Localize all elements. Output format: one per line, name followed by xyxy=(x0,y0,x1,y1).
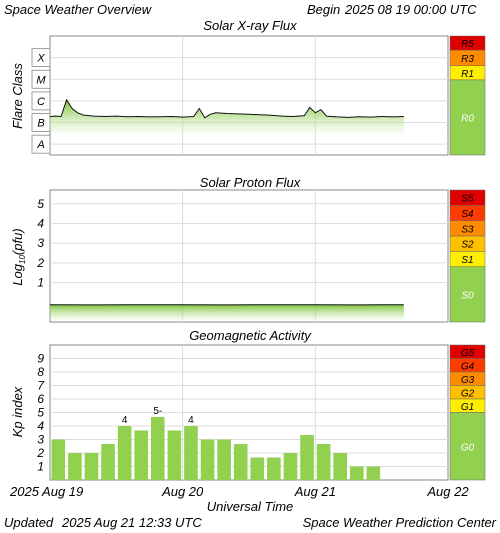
kp-bar xyxy=(333,453,347,480)
kp-y-tick-3: 3 xyxy=(37,433,44,447)
kp-bar xyxy=(101,443,115,480)
kp-bar-label: 4 xyxy=(188,415,194,426)
kp-bar xyxy=(151,416,165,480)
kp-bar-label: 4 xyxy=(122,415,128,426)
xray-class-tick-x: X xyxy=(36,53,45,65)
x-tick-label-day-2: Aug 21 xyxy=(294,484,336,499)
xray-class-box xyxy=(31,91,51,111)
kp-bar xyxy=(250,457,265,480)
kp-y-tick-7: 7 xyxy=(37,379,45,393)
kp-y-tick-8: 8 xyxy=(37,365,44,379)
xray-class-box xyxy=(31,134,51,154)
geomag-scale-label-g1: G1 xyxy=(461,402,474,413)
geomag-scale-label-g3: G3 xyxy=(461,375,475,386)
xray-class-tick-a: A xyxy=(36,139,44,151)
proton-plot-frame xyxy=(49,189,449,323)
proton-y-tick-5: 5 xyxy=(37,197,44,211)
kp-bar xyxy=(134,430,148,480)
geomag-scale-label-g0: G0 xyxy=(461,442,475,453)
proton-scale-label-s5: S5 xyxy=(461,194,474,205)
xray-class-tick-c: C xyxy=(37,96,45,108)
kp-bar xyxy=(184,426,198,480)
geomag-panel-title: Geomagnetic Activity xyxy=(189,328,312,343)
kp-bar xyxy=(51,439,66,480)
proton-scale-label-s0: S0 xyxy=(461,290,474,301)
xray-scale-label-r1: R1 xyxy=(461,69,474,80)
kp-bar xyxy=(217,439,231,480)
proton-y-tick-3: 3 xyxy=(37,236,44,250)
proton-y-tick-1: 1 xyxy=(37,276,44,290)
geomag-scale-label-g5: G5 xyxy=(461,348,475,359)
kp-bar xyxy=(350,466,364,480)
kp-y-tick-5: 5 xyxy=(37,406,44,420)
proton-scale-label-s3: S3 xyxy=(461,224,474,235)
kp-bar xyxy=(84,453,99,480)
x-tick-label-day-0: 2025 Aug 19 xyxy=(9,484,83,499)
kp-bar xyxy=(267,457,281,480)
proton-y-label-part1: Log xyxy=(10,263,25,285)
geomag-scale-band-g0 xyxy=(449,412,486,481)
kp-bar xyxy=(233,443,248,480)
xray-plot-frame xyxy=(49,35,449,156)
kp-bar xyxy=(366,466,381,480)
x-axis-label: Universal Time xyxy=(207,499,294,514)
x-tick-label-day-3: Aug 22 xyxy=(426,484,469,499)
xray-flux-fill xyxy=(50,99,404,133)
updated-label: Updated xyxy=(4,515,54,530)
xray-class-box xyxy=(31,69,51,89)
proton-flux-fill xyxy=(50,304,404,320)
geomag-scale-label-g2: G2 xyxy=(461,388,475,399)
geomag-scale-label-g4: G4 xyxy=(461,361,475,372)
xray-class-box xyxy=(31,48,51,68)
proton-y-tick-2: 2 xyxy=(36,256,44,270)
xray-scale-band-r0 xyxy=(449,79,486,156)
begin-value: 2025 08 19 00:00 UTC xyxy=(344,2,477,17)
kp-y-tick-2: 2 xyxy=(36,446,44,460)
xray-scale-label-r0: R0 xyxy=(461,113,474,124)
x-tick-label-day-1: Aug 20 xyxy=(161,484,204,499)
proton-scale-band-s0 xyxy=(449,266,486,323)
proton-panel-title: Solar Proton Flux xyxy=(200,175,301,190)
xray-scale-label-r3: R3 xyxy=(461,54,474,65)
proton-y-label-subscript: 10 xyxy=(18,255,27,264)
kp-bar-label: 5- xyxy=(153,406,162,417)
kp-bar xyxy=(200,439,215,480)
xray-class-tick-b: B xyxy=(37,118,44,130)
proton-scale-label-s4: S4 xyxy=(461,209,474,220)
kp-y-tick-1: 1 xyxy=(37,460,44,474)
overview-title: Space Weather Overview xyxy=(4,2,153,17)
kp-bar xyxy=(316,443,331,480)
kp-y-tick-4: 4 xyxy=(37,419,44,433)
begin-label: Begin xyxy=(307,2,340,17)
xray-scale-label-r5: R5 xyxy=(461,39,474,50)
xray-flux-line xyxy=(49,98,404,119)
xray-class-tick-m: M xyxy=(36,74,46,86)
kp-bar xyxy=(68,453,82,480)
proton-y-tick-4: 4 xyxy=(37,216,44,230)
kp-y-tick-9: 9 xyxy=(37,352,44,366)
xray-y-axis-label: Flare Class xyxy=(10,63,25,129)
geomag-y-axis-label: Kp index xyxy=(10,386,25,437)
proton-scale-label-s1: S1 xyxy=(461,255,473,266)
updated-value: 2025 Aug 21 12:33 UTC xyxy=(61,515,202,530)
kp-bar xyxy=(117,426,132,480)
kp-y-tick-6: 6 xyxy=(37,392,44,406)
proton-scale-label-s2: S2 xyxy=(461,240,474,251)
proton-y-label-part2: (pfu) xyxy=(10,228,25,255)
kp-bar xyxy=(283,453,298,480)
kp-bar xyxy=(300,435,314,480)
source-credit: Space Weather Prediction Center xyxy=(303,515,497,530)
kp-bar xyxy=(167,430,182,480)
xray-panel-title: Solar X-ray Flux xyxy=(203,18,297,33)
proton-y-axis-label: Log10(pfu) xyxy=(10,228,27,285)
